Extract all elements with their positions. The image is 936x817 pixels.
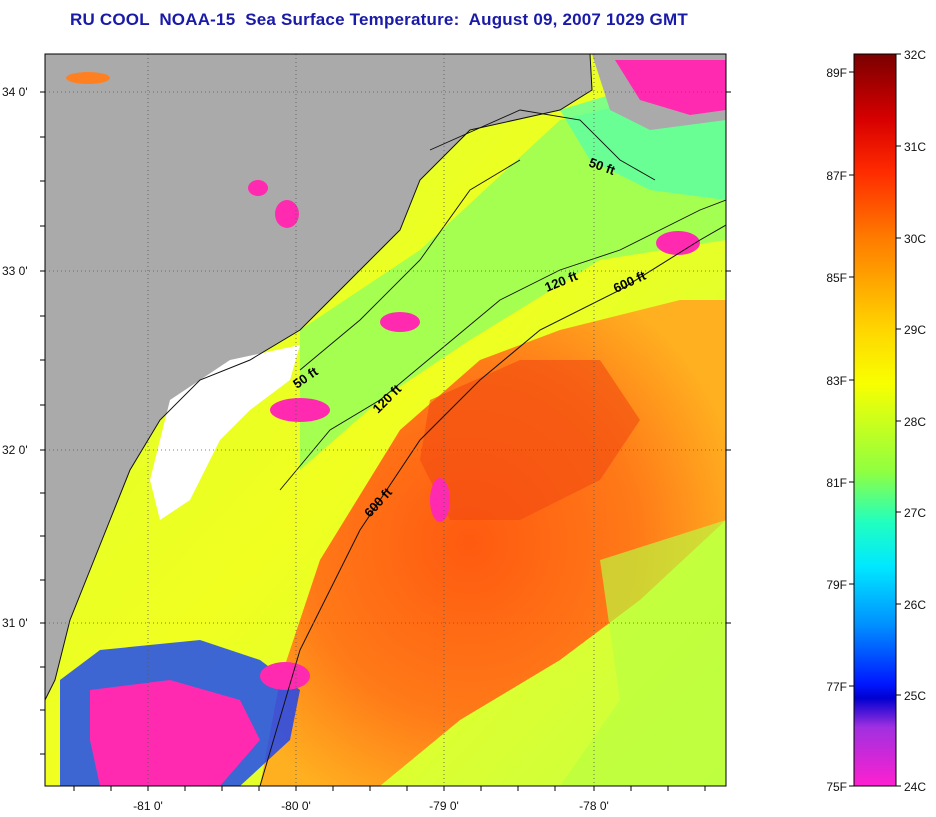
colorbar-fahrenheit-label: 83F [826,374,847,388]
land-mass [45,54,592,700]
colorbar-celsius-label: 32C [904,48,926,62]
grid-lines [45,54,726,786]
cloud-mask-blob [430,478,450,522]
cloud-mask-blob [260,662,310,690]
colorbar-gradient [853,53,897,787]
map-layers [45,54,726,786]
coastline [45,54,593,701]
colorbar-ticks [849,53,901,787]
colorbar-celsius-label: 31C [904,140,926,154]
colorbar-fahrenheit-label: 81F [826,476,847,490]
lon-label: -78 0' [579,799,609,813]
cloud-mask-blob [656,231,700,255]
colorbar-celsius-label: 30C [904,232,926,246]
map-title: RU COOL NOAA-15 Sea Surface Temperature:… [70,10,688,29]
isobath-50ft-south [299,159,521,371]
gulf-stream-core [420,360,640,520]
colorbar-celsius-label: 29C [904,323,926,337]
isobath-50ft-north [429,109,656,181]
warm-lake-patch [66,72,110,84]
colorbar-fahrenheit-label: 79F [826,578,847,592]
colorbar-celsius-label: 26C [904,598,926,612]
isobath-600ft [259,224,726,786]
cool-shelf-water [300,80,726,470]
colorbar-celsius-label: 25C [904,689,926,703]
lat-label: 31 0' [2,616,28,630]
lon-label: -81 0' [133,799,163,813]
isobath-120ft [279,199,726,491]
lat-label: 33 0' [2,264,28,278]
cloud-mask-blob [248,180,268,196]
cloud-mask-north [615,60,726,115]
colorbar-fahrenheit-label: 75F [826,780,847,794]
cloud-mask-blob [275,200,299,228]
map-frame [44,53,727,787]
no-data-coastal [150,345,300,520]
lat-label: 34 0' [2,85,28,99]
cloud-mask-blob [380,312,420,332]
axis-ticks [40,91,731,791]
cloud-mask-blob [270,398,330,422]
colorbar-fahrenheit-label: 85F [826,271,847,285]
colorbar-celsius-label: 28C [904,415,926,429]
lat-label: 32 0' [2,443,28,457]
lon-label: -80 0' [281,799,311,813]
lon-label: -79 0' [429,799,459,813]
colorbar-celsius-label: 24C [904,780,926,794]
colorbar-fahrenheit-label: 77F [826,680,847,694]
colorbar-fahrenheit-label: 89F [826,66,847,80]
cloud-mask-south [90,680,260,786]
offshore-green-water [560,520,726,786]
colorbar-celsius-label: 27C [904,506,926,520]
colorbar-fahrenheit-label: 87F [826,169,847,183]
